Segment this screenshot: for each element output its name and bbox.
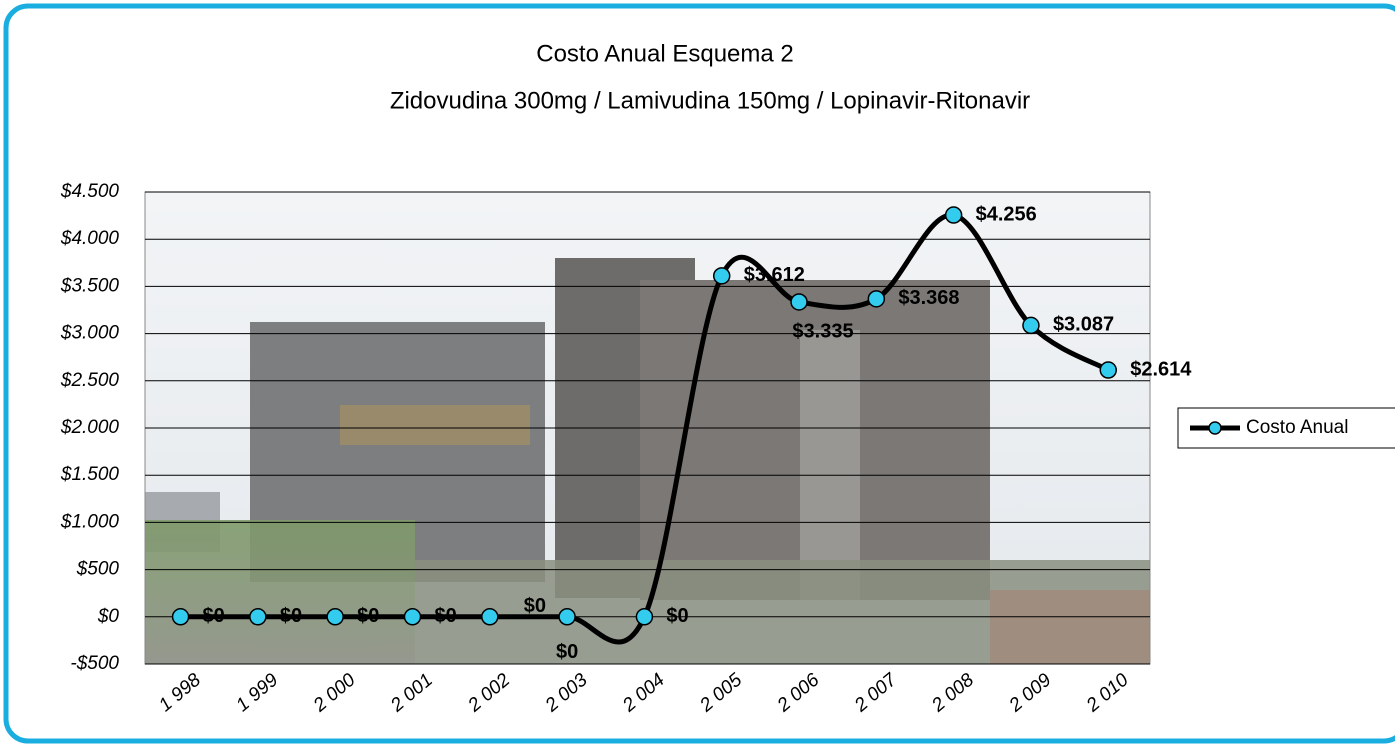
data-label: $0: [357, 605, 379, 627]
y-tick-label: $4.500: [60, 181, 120, 202]
chart-subtitle: Zidovudina 300mg / Lamivudina 150mg / Lo…: [390, 87, 1030, 114]
y-tick-label: $2.500: [60, 370, 120, 391]
y-tick-label: $1.500: [60, 464, 120, 485]
data-point: [403, 608, 422, 626]
legend-marker: [1208, 421, 1222, 435]
data-point: [326, 608, 344, 626]
data-point: [1099, 361, 1118, 379]
data-point: [249, 608, 267, 626]
y-tick-label: $3.000: [60, 323, 120, 344]
data-label: $0: [666, 605, 688, 627]
legend-label: Costo Anual: [1246, 417, 1348, 438]
data-point: [790, 293, 808, 311]
data-label: $0: [280, 605, 302, 627]
data-point: [712, 267, 731, 285]
chart-title: Costo Anual Esquema 2: [536, 40, 794, 67]
data-label: $3.612: [744, 264, 805, 286]
data-point: [867, 290, 886, 308]
data-point: [558, 608, 576, 626]
data-label: $0: [203, 605, 225, 627]
data-label: $0: [524, 595, 546, 617]
data-point: [171, 608, 190, 626]
data-point: [635, 608, 654, 626]
y-tick-label: $0: [97, 606, 120, 627]
y-tick-label: $500: [76, 559, 120, 580]
data-point: [944, 206, 963, 224]
data-label: $3.335: [792, 320, 853, 342]
y-tick-label: $4.000: [60, 228, 120, 249]
y-tick-label: -$500: [70, 653, 119, 674]
data-label: $0: [556, 641, 578, 663]
y-tick-label: $1.000: [60, 511, 120, 532]
y-tick-label: $3.500: [60, 275, 120, 296]
data-label: $0: [434, 605, 456, 627]
data-label: $3.087: [1053, 314, 1114, 336]
data-point: [1022, 316, 1040, 335]
data-label: $3.368: [898, 287, 959, 309]
data-label: $4.256: [976, 203, 1037, 225]
data-label: $2.614: [1130, 358, 1192, 380]
data-point: [481, 608, 499, 626]
y-tick-label: $2.000: [60, 417, 120, 438]
